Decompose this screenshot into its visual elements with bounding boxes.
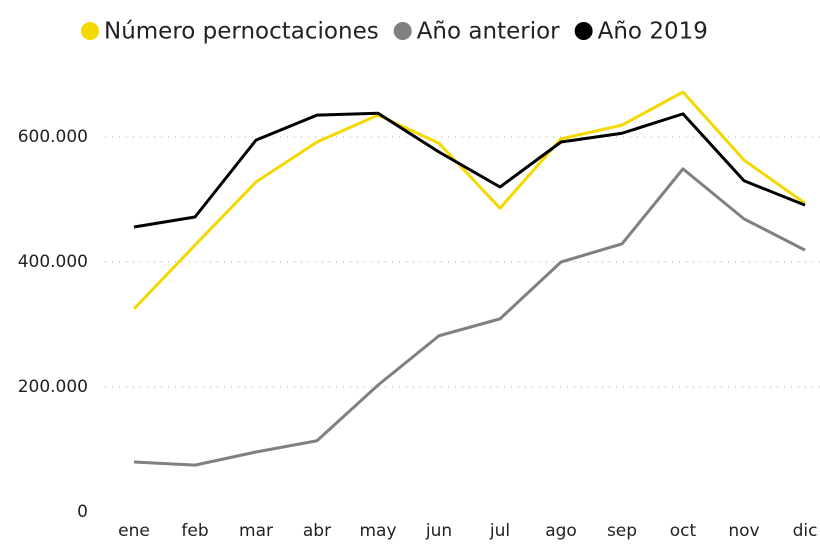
x-tick-label: jun — [425, 521, 452, 541]
y-tick-label: 0 — [77, 502, 88, 522]
legend-marker — [574, 22, 593, 40]
legend-label: Número pernoctaciones — [104, 19, 379, 45]
series-line — [133, 167, 806, 467]
y-tick-label: 600.000 — [18, 127, 88, 147]
x-tick-label: ago — [545, 521, 577, 541]
legend-label: Año anterior — [417, 19, 560, 45]
x-tick-label: ene — [118, 521, 150, 541]
y-tick-label: 400.000 — [18, 252, 88, 272]
x-tick-label: oct — [670, 521, 697, 541]
x-tick-label: feb — [181, 521, 208, 541]
x-tick-label: mar — [239, 521, 273, 541]
x-tick-label: nov — [728, 521, 759, 541]
x-tick-label: may — [359, 521, 396, 541]
y-tick-label: 200.000 — [18, 377, 88, 397]
x-tick-label: jul — [489, 521, 510, 541]
series-line — [133, 111, 806, 229]
series-line — [132, 90, 806, 310]
legend-label: Año 2019 — [598, 19, 708, 45]
legend-marker — [81, 22, 99, 40]
legend-marker — [393, 22, 412, 40]
x-tick-label: sep — [607, 521, 637, 541]
x-tick-label: abr — [303, 521, 331, 541]
x-tick-label: dic — [793, 521, 818, 541]
